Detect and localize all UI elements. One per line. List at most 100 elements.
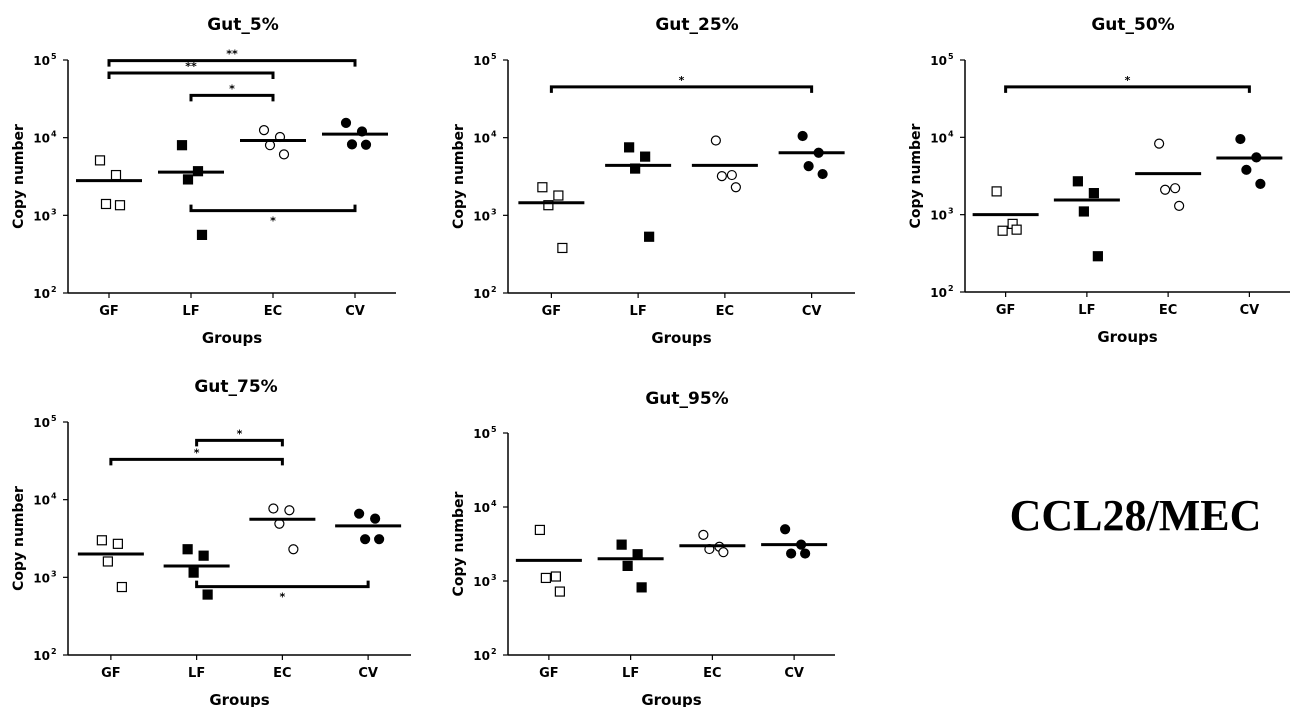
y-tick-exponent: 2 — [491, 285, 497, 294]
significance-label: * — [270, 215, 276, 228]
x-tick-label: GF — [542, 304, 562, 319]
data-point-circle — [719, 548, 728, 557]
y-tick-label: 10 — [33, 54, 50, 68]
data-point-square — [998, 226, 1007, 235]
data-point-square — [535, 525, 544, 534]
significance-label: * — [279, 591, 285, 604]
significance-bracket — [109, 61, 355, 67]
significance-label: * — [679, 74, 685, 87]
x-tick-label: EC — [273, 666, 291, 681]
significance-bracket — [191, 95, 273, 101]
y-tick-exponent: 2 — [491, 647, 497, 656]
data-point-circle — [1155, 139, 1164, 148]
data-point-square — [103, 557, 112, 566]
significance-bracket — [197, 440, 283, 446]
data-point-circle — [804, 162, 813, 171]
x-tick-label: GF — [99, 304, 119, 319]
data-point-square — [554, 191, 563, 200]
y-tick-label: 10 — [33, 132, 50, 146]
y-tick-label: 10 — [473, 287, 490, 301]
y-tick-exponent: 2 — [51, 285, 57, 294]
significance-bracket — [191, 205, 355, 211]
data-point-circle — [727, 171, 736, 180]
y-tick-exponent: 5 — [51, 414, 57, 423]
chart-title: Gut_95% — [645, 389, 728, 409]
y-tick-exponent: 4 — [51, 130, 57, 139]
x-axis-label: Groups — [202, 329, 262, 347]
y-axis-label: Copy number — [11, 124, 27, 229]
x-tick-label: LF — [1078, 303, 1095, 318]
data-point-square — [641, 152, 650, 161]
y-tick-exponent: 5 — [51, 52, 57, 61]
significance-label: ** — [226, 48, 238, 61]
x-tick-label: CV — [802, 304, 822, 319]
data-point-circle — [717, 172, 726, 181]
data-point-circle — [798, 132, 807, 141]
y-tick-label: 10 — [473, 575, 490, 589]
data-point-square — [625, 143, 634, 152]
y-tick-label: 10 — [930, 131, 947, 145]
chart-title: Gut_50% — [1091, 15, 1174, 35]
data-point-circle — [280, 150, 289, 159]
data-point-square — [992, 187, 1001, 196]
y-tick-label: 10 — [473, 427, 490, 441]
data-point-square — [189, 568, 198, 577]
x-axis-label: Groups — [641, 691, 701, 707]
y-tick-label: 10 — [33, 416, 50, 430]
data-point-square — [1073, 177, 1082, 186]
significance-label: * — [237, 427, 243, 440]
x-tick-label: EC — [703, 666, 721, 681]
data-point-square — [1093, 252, 1102, 261]
data-point-circle — [818, 170, 827, 179]
significance-label: * — [229, 82, 235, 95]
data-point-circle — [1175, 201, 1184, 210]
y-tick-exponent: 4 — [51, 492, 57, 501]
significance-bracket — [197, 581, 369, 587]
chart-title: Gut_5% — [207, 15, 279, 35]
x-tick-label: GF — [539, 666, 559, 681]
y-tick-exponent: 2 — [51, 647, 57, 656]
data-point-circle — [362, 140, 371, 149]
x-axis-label: Groups — [1097, 328, 1157, 346]
data-point-circle — [269, 504, 278, 513]
y-tick-label: 10 — [33, 571, 50, 585]
data-point-square — [1079, 207, 1088, 216]
y-tick-label: 10 — [473, 132, 490, 146]
data-point-circle — [1242, 165, 1251, 174]
x-tick-label: LF — [622, 666, 639, 681]
data-point-square — [116, 201, 125, 210]
y-tick-exponent: 2 — [948, 284, 954, 293]
data-point-square — [199, 551, 208, 560]
data-point-square — [113, 539, 122, 548]
data-point-square — [198, 230, 207, 239]
chart-title: Gut_75% — [194, 377, 277, 397]
y-tick-exponent: 4 — [491, 130, 497, 139]
x-tick-label: GF — [996, 303, 1016, 318]
y-tick-label: 10 — [473, 54, 490, 68]
x-tick-label: LF — [182, 304, 199, 319]
data-point-square — [623, 561, 632, 570]
data-point-square — [637, 583, 646, 592]
y-axis-label: Copy number — [11, 486, 27, 591]
y-tick-exponent: 4 — [948, 129, 954, 138]
data-point-circle — [371, 514, 380, 523]
x-tick-label: CV — [1240, 303, 1260, 318]
x-tick-label: EC — [716, 304, 734, 319]
y-tick-exponent: 5 — [491, 425, 497, 434]
figure-label: CCL28/MEC — [968, 490, 1303, 541]
x-tick-label: LF — [630, 304, 647, 319]
y-axis-label: Copy number — [908, 123, 924, 228]
y-axis-label: Copy number — [451, 491, 467, 596]
data-point-circle — [361, 535, 370, 544]
data-point-circle — [285, 506, 294, 515]
y-tick-exponent: 3 — [948, 207, 954, 216]
data-point-circle — [1236, 135, 1245, 144]
data-point-square — [538, 183, 547, 192]
data-point-circle — [355, 509, 364, 518]
significance-bracket — [551, 87, 811, 93]
data-point-square — [178, 141, 187, 150]
data-point-circle — [375, 535, 384, 544]
